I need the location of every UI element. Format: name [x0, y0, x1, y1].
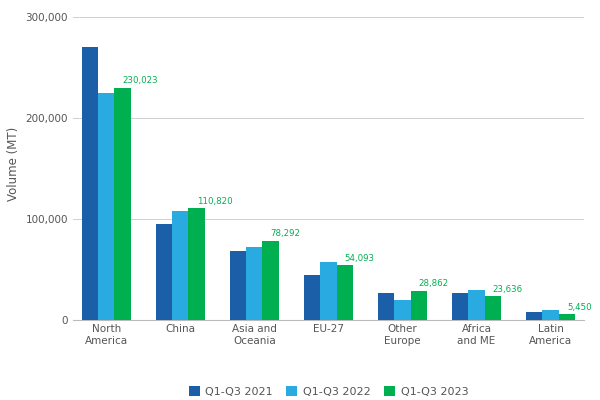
Bar — [559, 314, 575, 320]
Bar — [542, 310, 559, 320]
Bar — [394, 300, 410, 320]
Bar — [82, 47, 98, 320]
Bar — [526, 312, 542, 320]
Bar — [156, 224, 172, 320]
Text: 5,450: 5,450 — [567, 303, 592, 312]
Text: 28,862: 28,862 — [419, 279, 449, 288]
Bar — [246, 247, 262, 320]
Bar — [485, 296, 501, 320]
Bar — [262, 241, 279, 320]
Bar — [98, 93, 115, 320]
Bar — [469, 290, 485, 320]
Legend: Q1-Q3 2021, Q1-Q3 2022, Q1-Q3 2023: Q1-Q3 2021, Q1-Q3 2022, Q1-Q3 2023 — [184, 382, 473, 400]
Bar — [337, 265, 353, 320]
Text: 78,292: 78,292 — [271, 230, 301, 238]
Y-axis label: Volume (MT): Volume (MT) — [7, 126, 20, 200]
Bar — [452, 293, 469, 320]
Bar — [378, 293, 394, 320]
Text: 230,023: 230,023 — [122, 76, 158, 85]
Bar — [188, 208, 205, 320]
Bar — [320, 262, 337, 320]
Bar — [410, 291, 427, 320]
Bar — [172, 211, 188, 320]
Bar — [230, 251, 246, 320]
Bar — [115, 88, 131, 320]
Text: 23,636: 23,636 — [493, 285, 523, 294]
Text: 110,820: 110,820 — [197, 196, 232, 206]
Text: 54,093: 54,093 — [344, 254, 374, 263]
Bar — [304, 274, 320, 320]
